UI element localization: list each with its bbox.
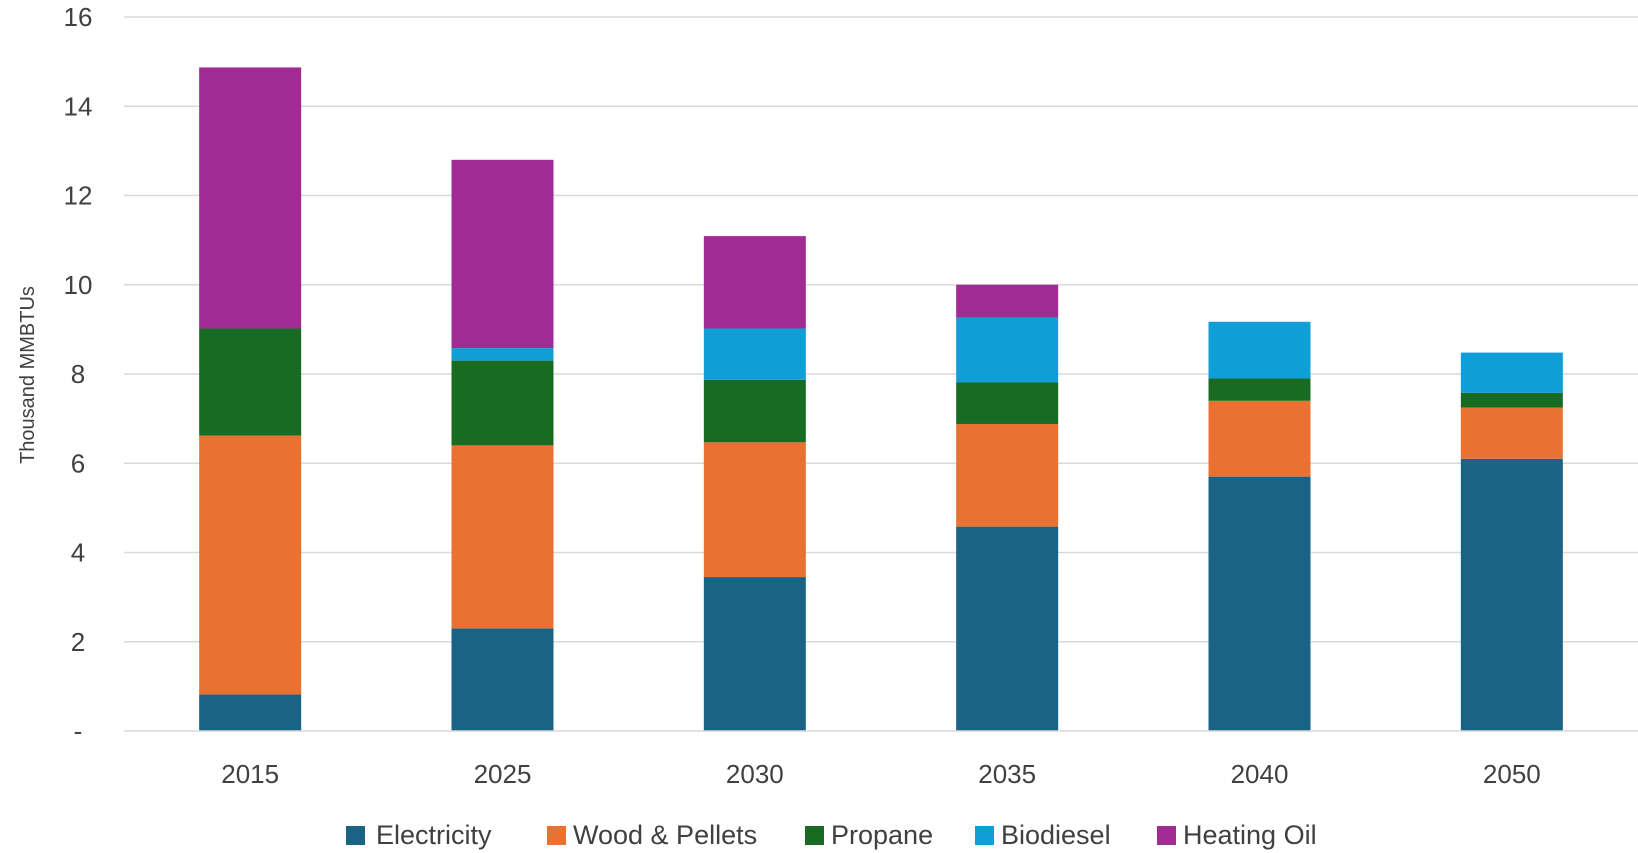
x-tick-label: 2035	[978, 759, 1036, 789]
bar-segment	[703, 328, 806, 380]
bar-segment	[1208, 378, 1311, 401]
legend-label: Wood & Pellets	[573, 820, 757, 850]
x-tick-label: 2015	[221, 759, 279, 789]
legend-swatch	[547, 826, 566, 845]
bar-segment	[1208, 476, 1311, 731]
bar-segment	[703, 577, 806, 731]
x-tick-label: 2025	[474, 759, 532, 789]
bar-segment	[703, 379, 806, 443]
legend-label: Heating Oil	[1183, 820, 1317, 850]
bar-segment	[199, 435, 302, 695]
x-tick-label: 2050	[1483, 759, 1541, 789]
gridlines	[124, 16, 1638, 643]
bar-segment	[956, 526, 1059, 731]
legend-swatch	[1157, 826, 1176, 845]
legend: Electricity Wood & Pellets Propane Biodiese…	[346, 820, 1317, 850]
bar-segment	[199, 694, 302, 731]
y-axis-title: Thousand MMBTUs	[17, 286, 39, 464]
bar-segment	[1460, 458, 1563, 731]
y-tick-label: 10	[64, 270, 93, 300]
bar-segment	[956, 423, 1059, 527]
bar-segment	[703, 236, 806, 329]
y-tick-label: -	[74, 716, 83, 746]
y-axis-ticks: - 2 4 6 8 10 12 14 16	[64, 2, 93, 746]
legend-label: Biodiesel	[1001, 820, 1111, 850]
bar-segment	[1208, 321, 1311, 379]
y-tick-label: 14	[64, 91, 93, 121]
bar-segment	[1208, 400, 1311, 477]
bar-segment	[956, 284, 1059, 318]
y-tick-label: 6	[71, 448, 85, 478]
y-tick-label: 2	[71, 627, 85, 657]
bar-segment	[1460, 352, 1563, 393]
x-axis-ticks: 2015 2025 2030 2035 2040 2050	[221, 759, 1541, 789]
legend-label: Propane	[831, 820, 933, 850]
bar-segment	[956, 382, 1059, 424]
y-tick-label: 16	[64, 2, 93, 32]
bar-segment	[1460, 407, 1563, 459]
legend-label: Electricity	[376, 820, 492, 850]
bar-segment	[451, 159, 554, 349]
x-tick-label: 2030	[726, 759, 784, 789]
bar-segment	[956, 317, 1059, 383]
bars	[199, 67, 1563, 731]
bar-segment	[1460, 392, 1563, 408]
bar-segment	[451, 348, 554, 361]
x-tick-label: 2040	[1231, 759, 1289, 789]
legend-swatch	[805, 826, 824, 845]
bar-segment	[451, 445, 554, 629]
y-tick-label: 12	[64, 181, 93, 211]
bar-segment	[199, 67, 302, 329]
legend-swatch	[975, 826, 994, 845]
bar-segment	[199, 328, 302, 436]
y-tick-label: 8	[71, 359, 85, 389]
legend-swatch	[346, 826, 365, 845]
bar-segment	[703, 442, 806, 578]
bar-segment	[451, 360, 554, 446]
bar-segment	[451, 628, 554, 731]
y-tick-label: 4	[71, 538, 85, 568]
